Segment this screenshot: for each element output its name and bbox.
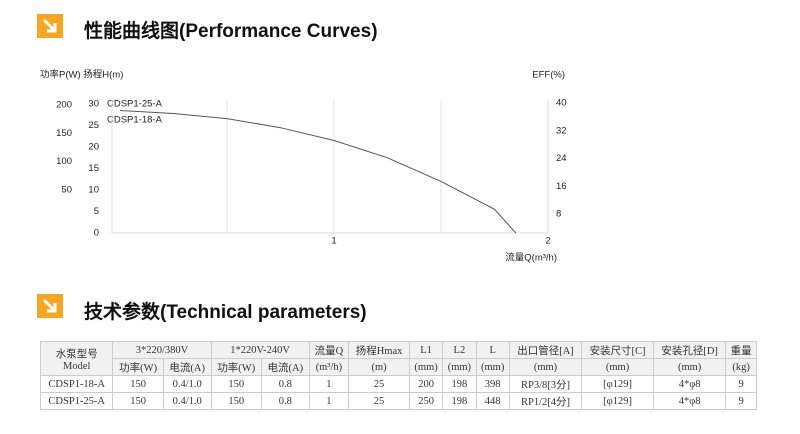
table-cell: (m³/h) xyxy=(308,358,350,376)
table-cell: 电流(A) xyxy=(162,358,212,376)
curve xyxy=(119,110,517,234)
y-tick-label: 0 xyxy=(94,228,99,239)
table-cell: 398 xyxy=(475,375,510,393)
table-cell: L xyxy=(475,341,510,359)
table-cell: 150 xyxy=(112,375,164,393)
y2-tick-label: 40 xyxy=(556,98,567,109)
table-cell: 150 xyxy=(210,375,262,393)
y2-tick-label: 24 xyxy=(556,153,567,164)
table-cell: 4*φ8 xyxy=(652,375,727,393)
table-cell: 9 xyxy=(725,375,757,393)
table-cell: (mm) xyxy=(442,358,477,376)
table-cell: 150 xyxy=(112,392,164,410)
table-cell: (mm) xyxy=(581,358,654,376)
table-cell: (mm) xyxy=(408,358,444,376)
p-tick-label: 50 xyxy=(61,184,72,195)
section-icon xyxy=(37,294,63,318)
table-cell: [φ129] xyxy=(581,375,654,393)
section-icon xyxy=(37,14,63,38)
table-cell: (mm) xyxy=(508,358,583,376)
table-cell: 9 xyxy=(725,392,757,410)
table-cell: 198 xyxy=(442,375,477,393)
table-cell: 功率(W) xyxy=(112,358,164,376)
header-text: 水泵型号 xyxy=(55,348,98,360)
table-cell: (m) xyxy=(348,358,410,376)
model-label: CDSP1-25-A xyxy=(107,99,163,110)
table-cell: 198 xyxy=(442,392,477,410)
chart: 功率P(W) 扬程H(m) EFF(%) 流量Q(m³/h) CDSP1-25-… xyxy=(40,69,567,264)
y-tick-label: 30 xyxy=(88,99,99,110)
table-cell: L1 xyxy=(408,341,444,359)
table-cell: 250 xyxy=(408,392,444,410)
header-text: Model xyxy=(62,360,91,372)
x-axis-label: 流量Q(m³/h) xyxy=(505,252,557,264)
table-row: CDSP1-25-A 150 0.4/1.0 150 0.8 1 25 250 198 448 RP… xyxy=(39,392,757,410)
section-title: 技术参数(Technical parameters) xyxy=(84,302,367,323)
section-title: 性能曲线图(Performance Curves) xyxy=(84,21,378,42)
table-cell: 出口管径[A] xyxy=(508,341,583,359)
table-cell: 功率(W) xyxy=(210,358,262,376)
table-cell: 200 xyxy=(408,375,444,393)
table-cell: 1*220V-240V xyxy=(210,341,310,359)
table-cell: RP3/8[3分] xyxy=(508,375,583,393)
x-tick-label: 1 xyxy=(331,236,336,247)
y-tick-label: 20 xyxy=(88,142,99,153)
table-cell: (mm) xyxy=(652,358,727,376)
table-cell: 水泵型号 Model xyxy=(39,341,114,376)
table-cell: 25 xyxy=(348,375,410,393)
y-tick-label: 15 xyxy=(88,163,99,174)
p-tick-label: 200 xyxy=(56,100,72,111)
y-tick-label: 5 xyxy=(94,206,99,217)
table-row: 水泵型号 Model 3*220/380V 1*220V-240V 流量Q 扬程Hmax L… xyxy=(39,341,757,376)
table-cell: 流量Q xyxy=(308,341,350,359)
table-cell: 3*220/380V xyxy=(112,341,212,359)
table-cell: 1 xyxy=(308,392,350,410)
table-cell: 0.4/1.0 xyxy=(162,392,212,410)
table-row: 功率(W) 电流(A) 功率(W) 电流(A) (m³/h) (m) (mm) (mm) (mm… xyxy=(41,358,757,376)
table-cell: 448 xyxy=(475,392,510,410)
p-tick-label: 100 xyxy=(56,156,72,167)
x-tick-label: 2 xyxy=(545,236,550,247)
table-cell: 150 xyxy=(210,392,262,410)
table-cell: CDSP1-25-A xyxy=(39,392,114,410)
table-row: CDSP1-18-A 150 0.4/1.0 150 0.8 1 25 200 198 398 RP… xyxy=(39,375,757,393)
model-label: CDSP1-18-A xyxy=(107,115,163,126)
table-cell: 0.8 xyxy=(260,375,310,393)
table-cell: 25 xyxy=(348,392,410,410)
table-cell: 0.8 xyxy=(260,392,310,410)
table-cell: L2 xyxy=(442,341,477,359)
table-cell: 重量 xyxy=(725,341,757,359)
spec-table: 水泵型号 Model 3*220/380V 1*220V-240V 流量Q 扬程Hmax L… xyxy=(39,341,757,410)
table-cell: [φ129] xyxy=(581,392,654,410)
table-cell: CDSP1-18-A xyxy=(39,375,114,393)
table-cell: (kg) xyxy=(725,358,757,376)
table-cell: (mm) xyxy=(475,358,510,376)
table-cell: 安装尺寸[C] xyxy=(581,341,654,359)
y2-tick-label: 8 xyxy=(556,209,561,220)
table-cell: 安装孔径[D] xyxy=(652,341,727,359)
y-axis-label: 功率P(W) 扬程H(m) xyxy=(40,69,123,81)
y2-tick-label: 32 xyxy=(556,125,567,136)
y-tick-label: 10 xyxy=(88,185,99,196)
y2-tick-label: 16 xyxy=(556,181,567,192)
table-cell: 0.4/1.0 xyxy=(162,375,212,393)
table-cell: 扬程Hmax xyxy=(348,341,410,359)
table-cell: 4*φ8 xyxy=(652,392,727,410)
table-cell: 电流(A) xyxy=(260,358,310,376)
table-cell: 1 xyxy=(308,375,350,393)
p-tick-label: 150 xyxy=(56,128,72,139)
y2-axis-label: EFF(%) xyxy=(532,70,565,81)
y-tick-label: 25 xyxy=(88,120,99,131)
table-cell: RP1/2[4分] xyxy=(508,392,583,410)
